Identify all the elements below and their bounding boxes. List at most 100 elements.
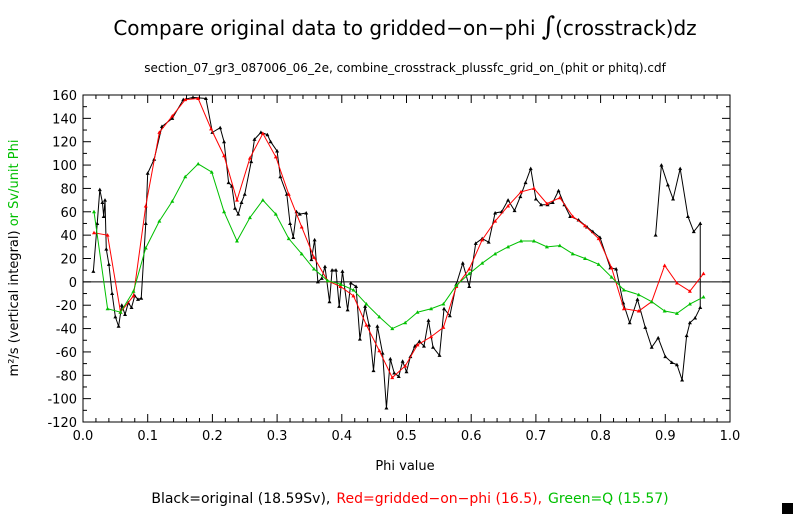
- x-tick-label: 0.4: [331, 429, 352, 444]
- y-tick-label: 0: [69, 276, 77, 291]
- data-point-original: [278, 174, 283, 179]
- data-point-original: [685, 214, 690, 218]
- data-point-original: [442, 306, 447, 311]
- data-point-original: [643, 325, 648, 329]
- x-tick-label: 0.1: [137, 429, 158, 444]
- data-point-original: [97, 187, 102, 192]
- chart-subtitle: section_07_gr3_087006_06_2e, combine_cro…: [144, 61, 666, 75]
- data-point-original: [684, 333, 689, 338]
- data-point-original: [585, 224, 590, 229]
- data-point-q: [105, 306, 110, 311]
- data-point-gridded-on-phi: [403, 363, 408, 368]
- data-point-original: [669, 360, 674, 364]
- data-point-original: [671, 196, 676, 201]
- data-point-q: [351, 288, 356, 292]
- data-point-original: [319, 276, 324, 280]
- data-point-gridded-on-phi: [234, 198, 239, 202]
- data-point-q: [222, 209, 227, 214]
- data-point-original: [340, 269, 345, 273]
- data-point-q: [273, 212, 278, 216]
- data-point-q: [557, 243, 562, 248]
- data-point-q: [260, 198, 265, 202]
- data-point-q: [480, 261, 485, 265]
- y-tick-label: 120: [52, 136, 77, 151]
- data-point-original: [614, 267, 619, 271]
- data-point-original: [239, 200, 244, 204]
- data-point-q: [519, 238, 524, 243]
- data-point-gridded-on-phi: [519, 189, 524, 194]
- data-point-gridded-on-phi: [621, 306, 626, 311]
- data-point-gridded-on-phi: [596, 236, 601, 241]
- data-point-original: [226, 180, 231, 185]
- data-point-original: [123, 312, 128, 317]
- data-point-original: [297, 212, 302, 216]
- data-point-gridded-on-phi: [570, 214, 575, 218]
- data-point-original: [348, 281, 353, 285]
- x-tick-label: 0.9: [655, 429, 676, 444]
- data-point-original: [627, 320, 632, 325]
- data-point-q: [338, 282, 343, 286]
- data-point-original: [104, 247, 109, 251]
- data-point-q: [286, 236, 291, 241]
- data-point-original: [288, 221, 293, 225]
- data-point-gridded-on-phi: [674, 281, 679, 285]
- data-point-original: [426, 318, 431, 322]
- data-point-gridded-on-phi: [480, 237, 485, 242]
- data-point-original: [649, 345, 654, 349]
- data-point-original: [218, 125, 223, 130]
- data-point-q: [506, 244, 511, 249]
- data-point-gridded-on-phi: [662, 263, 667, 268]
- data-point-q: [131, 289, 136, 293]
- data-point-original: [539, 202, 544, 207]
- data-point-original: [330, 268, 335, 272]
- data-point-original: [493, 210, 498, 215]
- data-point-original: [384, 405, 389, 410]
- data-point-q: [325, 278, 330, 283]
- data-point-original: [139, 296, 144, 300]
- data-point-gridded-on-phi: [131, 293, 136, 298]
- data-point-gridded-on-phi: [429, 334, 434, 339]
- data-point-original: [659, 163, 664, 167]
- data-point-gridded-on-phi: [609, 265, 614, 270]
- data-point-q: [662, 309, 667, 313]
- data-point-original: [337, 304, 342, 308]
- data-point-gridded-on-phi: [467, 267, 472, 271]
- data-point-original: [550, 200, 555, 204]
- data-point-original: [291, 235, 296, 239]
- data-point-gridded-on-phi: [493, 219, 498, 223]
- data-point-gridded-on-phi: [415, 342, 420, 347]
- data-point-original: [698, 305, 703, 310]
- data-point-original: [143, 221, 148, 225]
- data-point-original: [363, 304, 368, 308]
- data-point-gridded-on-phi: [222, 153, 227, 158]
- data-point-gridded-on-phi: [143, 203, 148, 208]
- data-point-q: [596, 262, 601, 266]
- data-point-original: [249, 159, 254, 164]
- legend-black: Black=original (18.59Sv),: [151, 491, 330, 507]
- data-point-original: [91, 269, 96, 273]
- data-point-original: [95, 221, 100, 225]
- data-point-original: [371, 368, 376, 373]
- data-point-original: [653, 233, 658, 237]
- data-point-gridded-on-phi: [338, 284, 343, 289]
- data-point-original: [556, 188, 561, 193]
- data-point-q: [209, 170, 214, 174]
- data-point-original: [119, 303, 124, 307]
- data-point-original: [110, 291, 115, 296]
- data-point-q: [454, 283, 459, 287]
- data-point-gridded-on-phi: [687, 289, 692, 293]
- data-point-original: [357, 337, 362, 341]
- y-tick-label: -60: [56, 346, 77, 361]
- data-point-original: [275, 149, 280, 153]
- data-point-gridded-on-phi: [286, 192, 291, 196]
- data-point-q: [441, 302, 446, 306]
- data-point-q: [636, 292, 641, 297]
- data-point-original: [258, 130, 263, 134]
- x-tick-label: 0.2: [202, 429, 223, 444]
- x-tick-label: 0.6: [461, 429, 482, 444]
- data-point-original: [252, 137, 257, 141]
- data-point-original: [431, 345, 436, 349]
- data-point-original: [693, 316, 698, 320]
- data-point-gridded-on-phi: [390, 375, 395, 380]
- data-point-q: [621, 288, 626, 292]
